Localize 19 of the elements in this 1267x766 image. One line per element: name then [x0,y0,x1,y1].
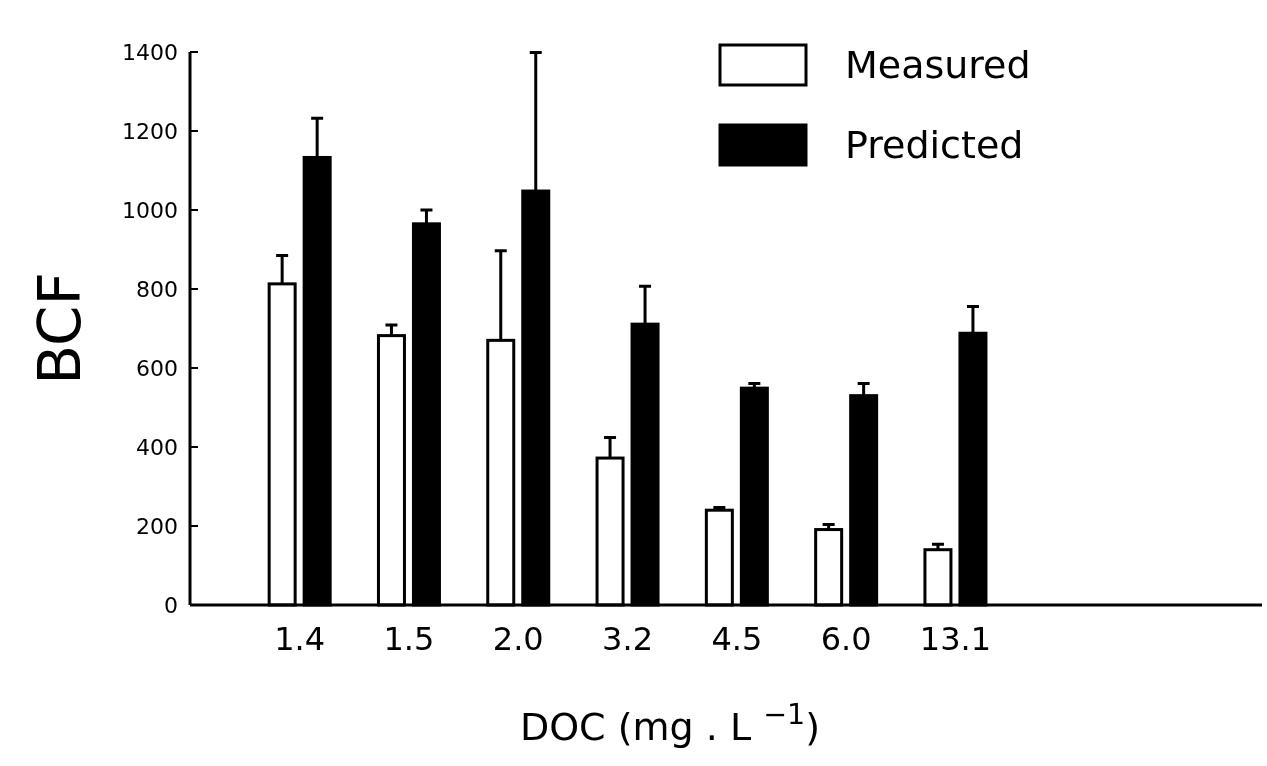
y-tick-label: 1200 [122,118,178,144]
y-tick-label: 200 [136,513,178,539]
y-tick-label: 1000 [122,197,178,223]
legend-label: Measured [845,43,1031,88]
y-axis-title: BCF [26,272,94,385]
x-tick-label: 1.4 [274,620,326,658]
x-tick-label: 13.1 [919,620,992,658]
x-tick-label: 4.5 [711,620,763,658]
x-tick-label: 2.0 [492,620,544,658]
x-tick-label: 6.0 [820,620,872,658]
x-tick-label: 3.2 [602,620,653,658]
legend-label: Predicted [845,123,1024,168]
y-tick-label: 1400 [122,39,178,65]
x-axis-title: DOC (mg . L $^{−1}$) [519,697,821,749]
y-tick-label: 800 [136,276,178,302]
y-tick-label: 600 [136,355,178,381]
y-tick-label: 400 [136,434,178,460]
y-tick-label: 0 [164,592,178,618]
x-tick-label: 1.5 [383,620,435,658]
